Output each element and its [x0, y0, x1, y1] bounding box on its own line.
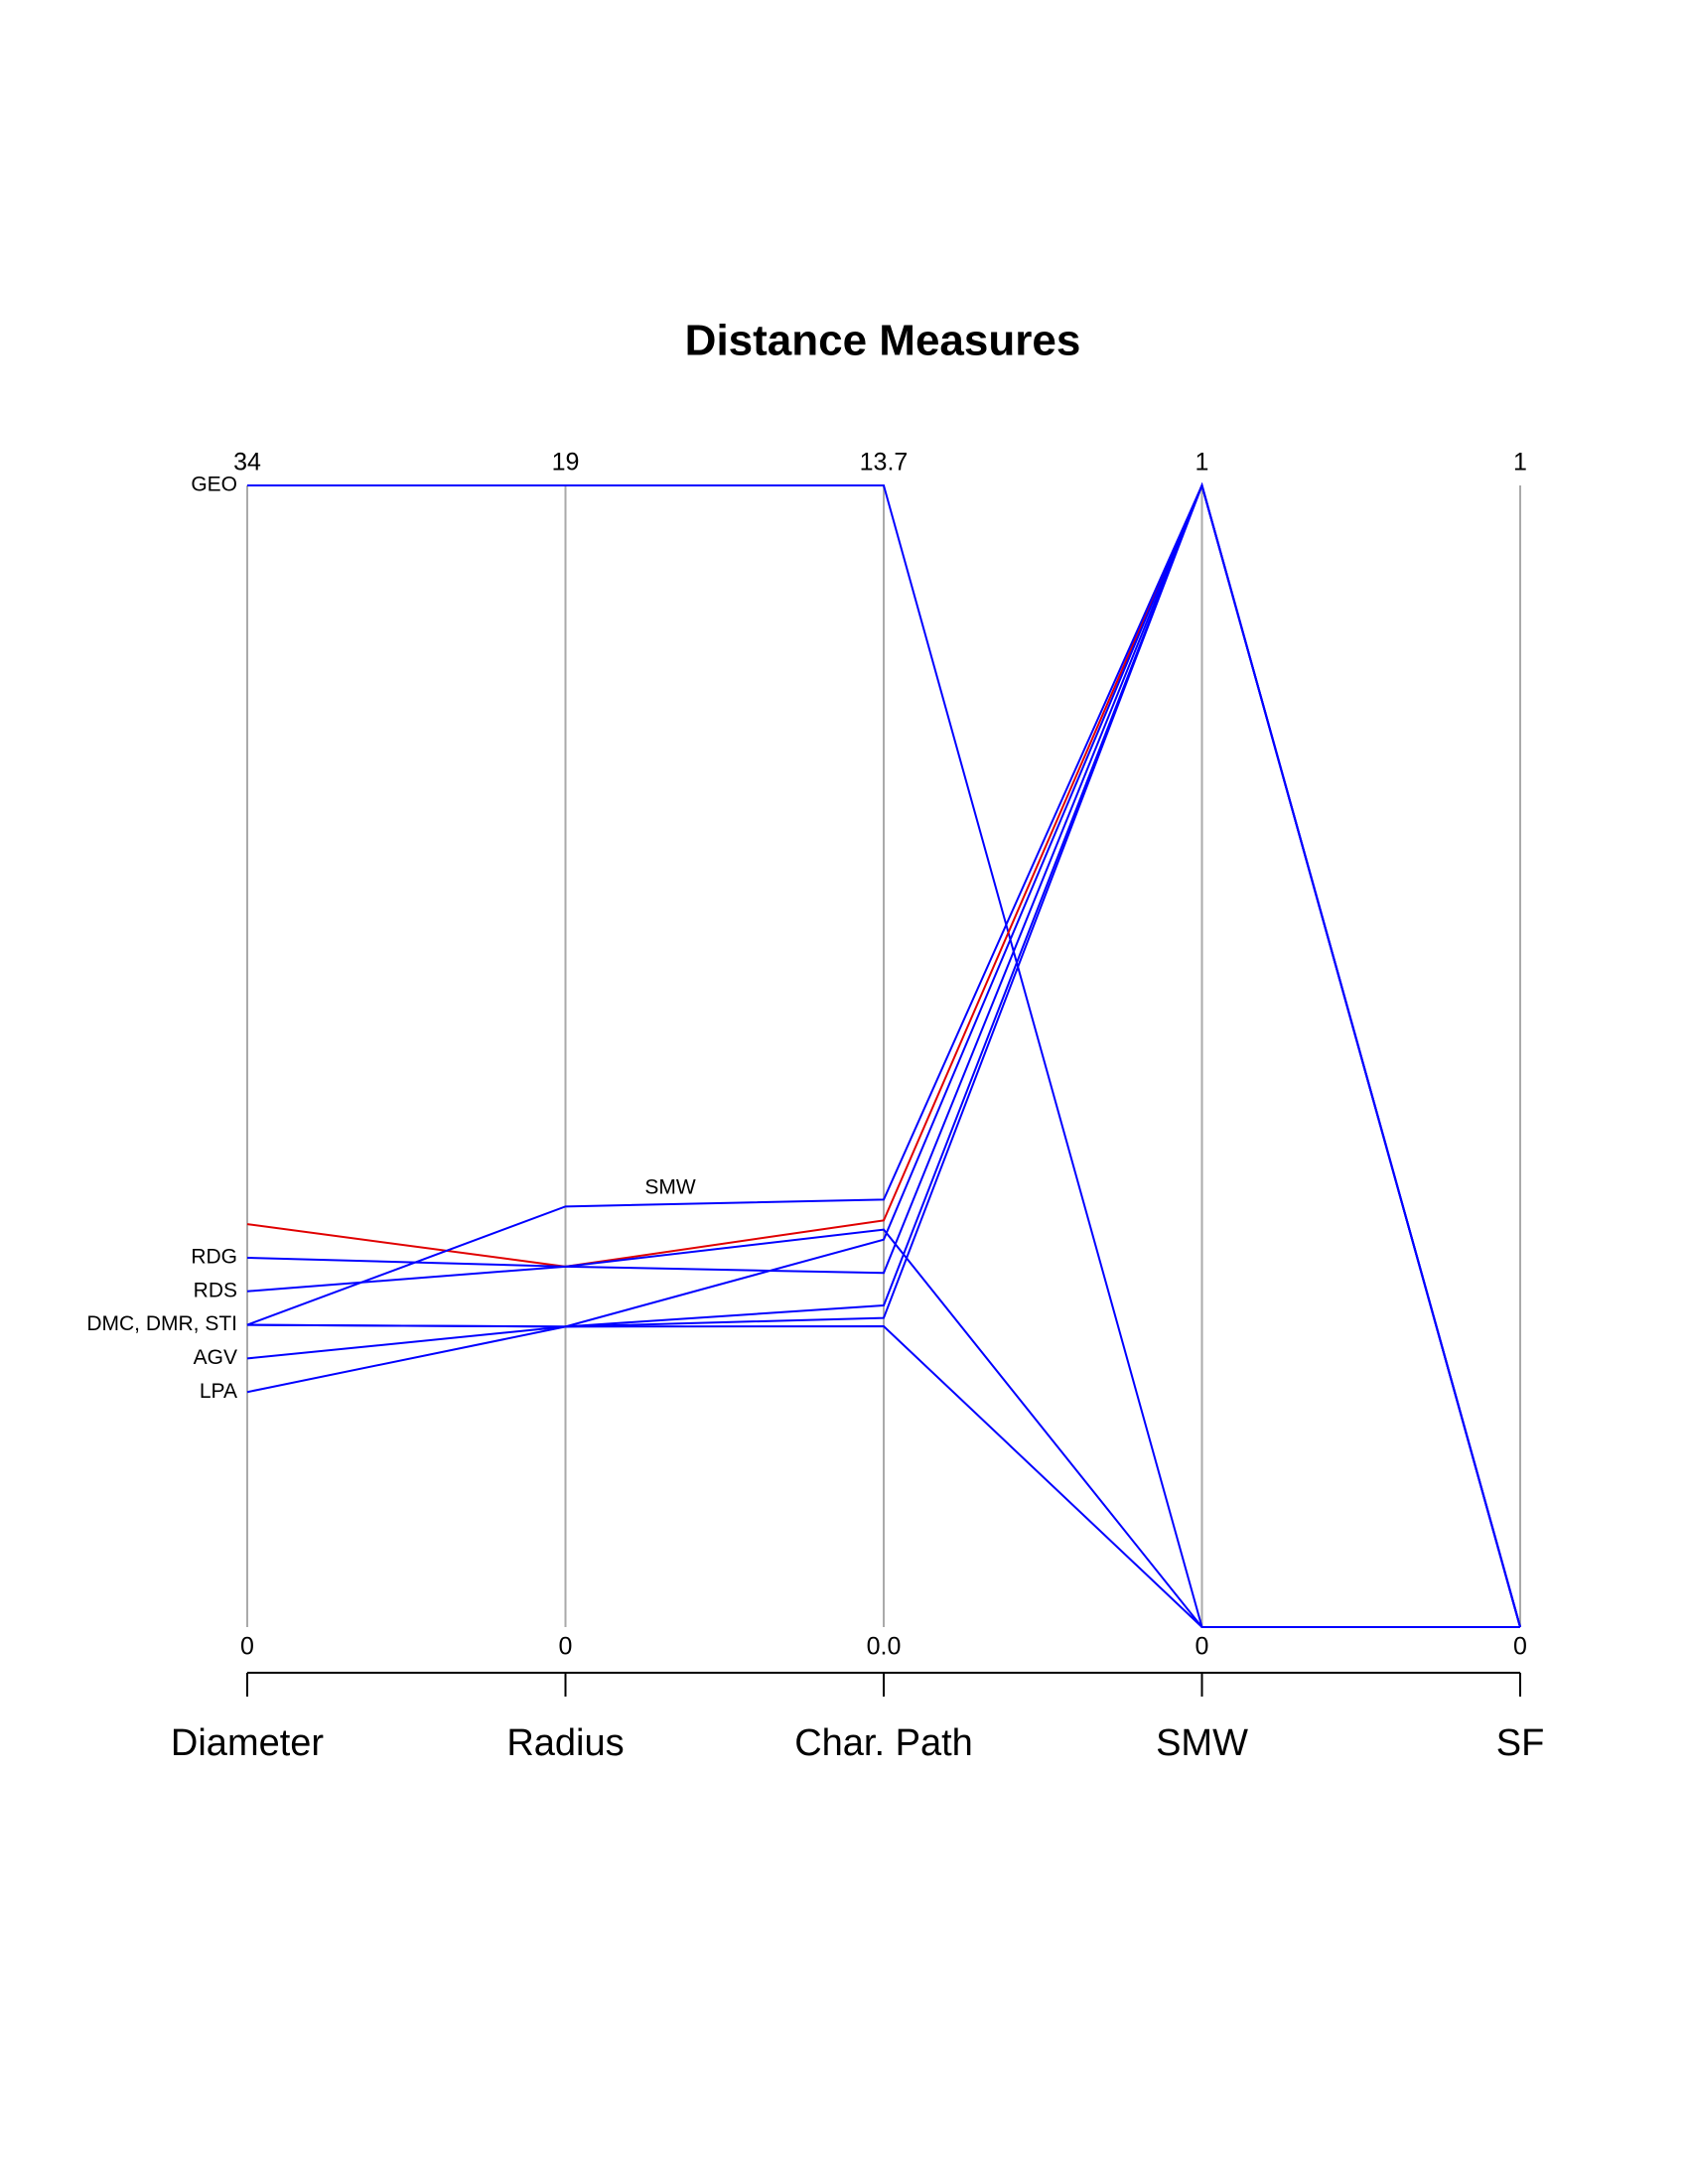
tick-label: 13.7 [860, 449, 909, 477]
annotation: SMW [644, 1176, 696, 1199]
axis-label: Radius [506, 1722, 624, 1764]
tick-label: 0 [240, 1633, 254, 1661]
tick-label: 0.0 [867, 1633, 902, 1661]
tick-label: 1 [1513, 449, 1527, 477]
line-label: LPA [200, 1380, 237, 1403]
line-label: DMC, DMR, STI [86, 1312, 237, 1335]
axis-label: SMW [1156, 1722, 1248, 1764]
axis-label: Diameter [171, 1722, 324, 1764]
line-label: GEO [191, 474, 237, 496]
tick-label: 0 [1513, 1633, 1527, 1661]
series-line [246, 1323, 1520, 1628]
axis-label: Char. Path [794, 1722, 973, 1764]
series-line [246, 481, 1521, 1628]
line-label: RDG [191, 1245, 237, 1268]
chart-title: Distance Measures [685, 317, 1081, 365]
tick-label: 0 [1196, 1633, 1209, 1661]
tick-label: 19 [552, 449, 580, 477]
tick-label: 34 [233, 449, 261, 477]
axis-label: SF [1496, 1722, 1545, 1764]
line-label: RDS [194, 1279, 237, 1301]
tick-label: 1 [1196, 449, 1209, 477]
line-label: AGV [194, 1346, 237, 1369]
tick-label: 0 [559, 1633, 573, 1661]
